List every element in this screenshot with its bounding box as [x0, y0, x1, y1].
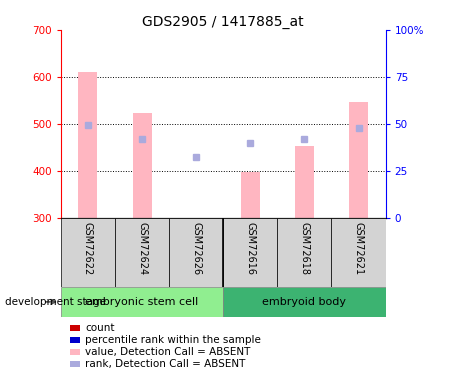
Text: GSM72618: GSM72618 [299, 222, 309, 275]
Text: value, Detection Call = ABSENT: value, Detection Call = ABSENT [85, 347, 251, 357]
Text: GSM72622: GSM72622 [83, 222, 93, 275]
Bar [223, 287, 386, 317]
Text: GSM72624: GSM72624 [137, 222, 147, 275]
Text: rank, Detection Call = ABSENT: rank, Detection Call = ABSENT [85, 359, 246, 369]
Bar [115, 217, 169, 287]
Text: GSM72621: GSM72621 [354, 222, 364, 275]
Bar [223, 217, 277, 287]
Title: GDS2905 / 1417885_at: GDS2905 / 1417885_at [143, 15, 304, 29]
Text: embryoid body: embryoid body [262, 297, 346, 307]
Bar [133, 112, 152, 218]
Text: development stage: development stage [5, 297, 106, 307]
Text: percentile rank within the sample: percentile rank within the sample [85, 335, 261, 345]
Bar [61, 217, 115, 287]
Text: GSM72626: GSM72626 [191, 222, 201, 275]
Text: count: count [85, 323, 115, 333]
Bar [241, 172, 260, 217]
Text: embryonic stem cell: embryonic stem cell [85, 297, 199, 307]
Bar [169, 217, 223, 287]
Bar [349, 102, 368, 217]
Bar [61, 287, 223, 317]
Bar [277, 217, 331, 287]
Bar [295, 146, 314, 218]
Bar [331, 217, 386, 287]
Text: GSM72616: GSM72616 [245, 222, 255, 275]
Bar [78, 72, 97, 217]
